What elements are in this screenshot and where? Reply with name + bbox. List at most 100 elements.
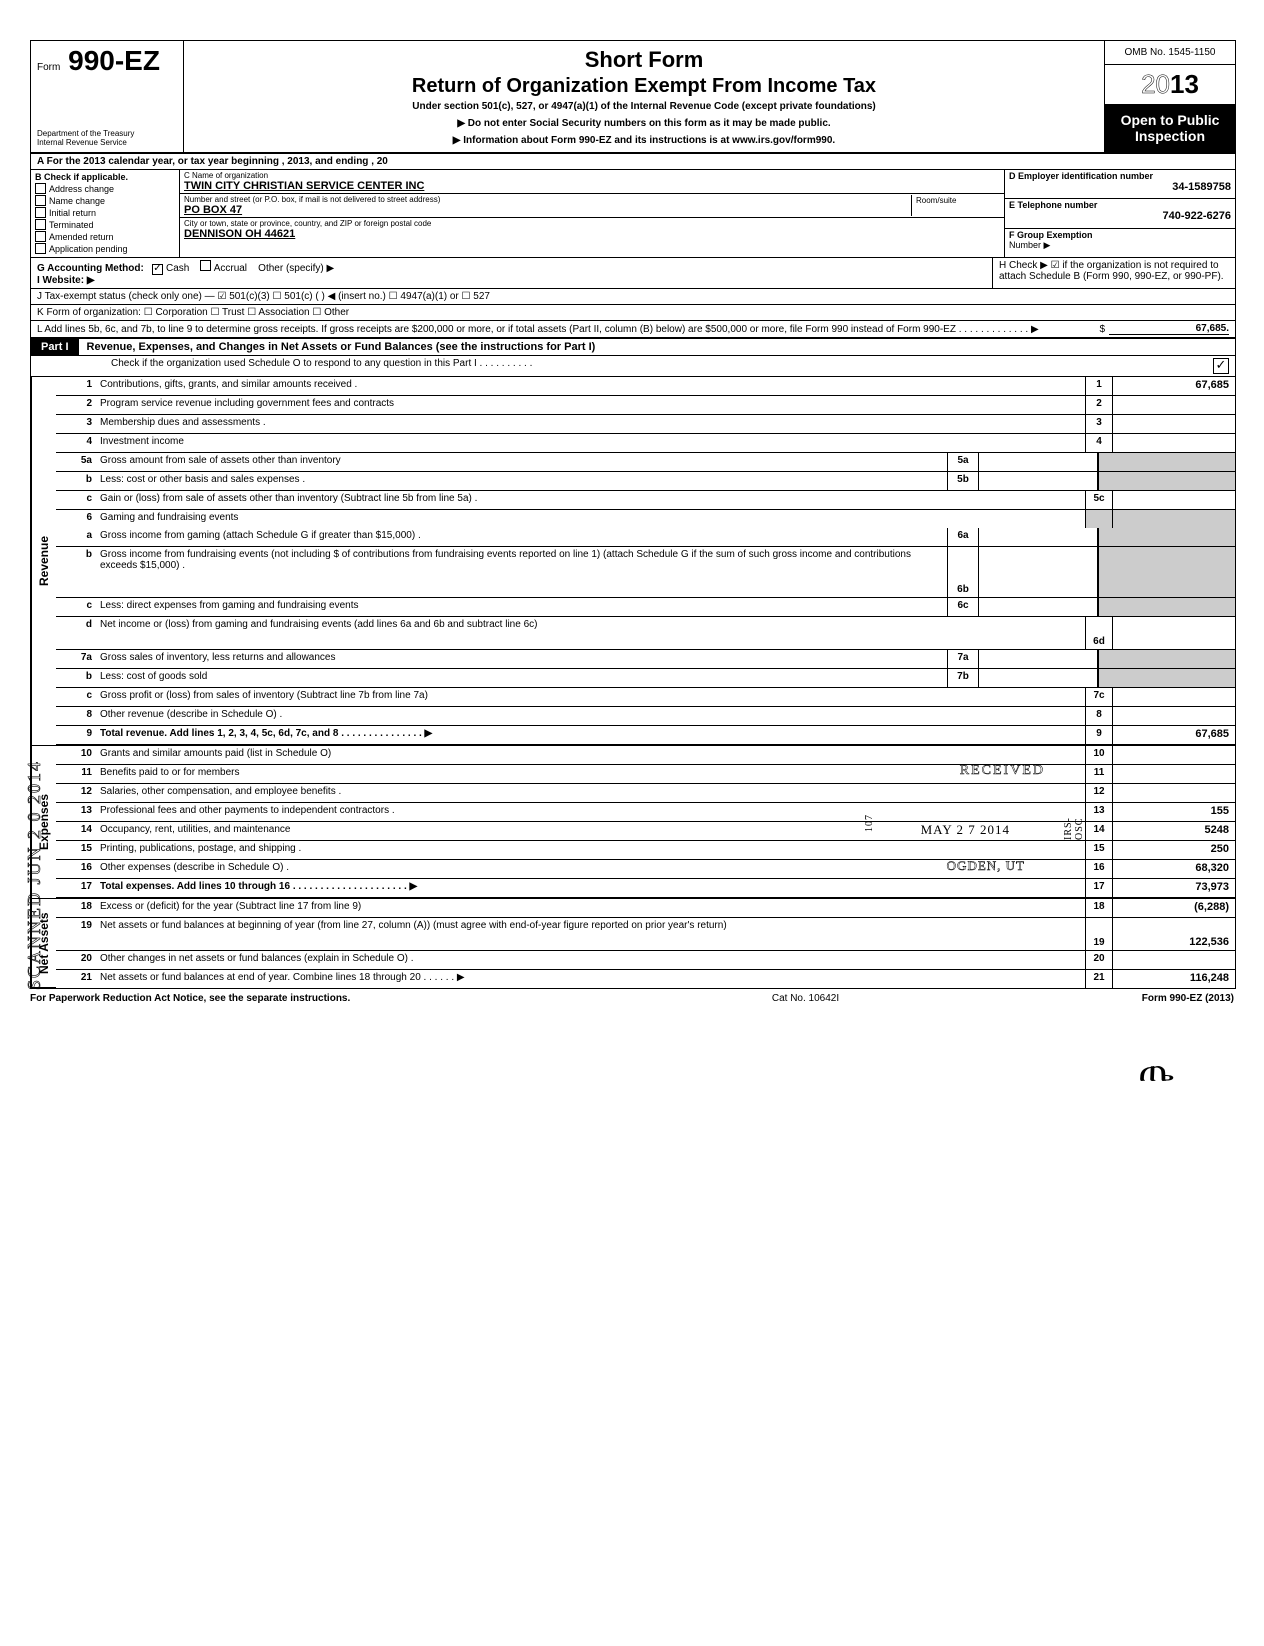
row-g-i-h: G Accounting Method: Cash Accrual Other … [31, 258, 1235, 289]
subtitle: Under section 501(c), 527, or 4947(a)(1)… [192, 101, 1096, 112]
form-header: Form 990-EZ Department of the Treasury I… [31, 41, 1235, 154]
header-left: Form 990-EZ Department of the Treasury I… [31, 41, 184, 152]
stamp-date: MAY 2 7 2014 [921, 822, 1010, 838]
line-20: Other changes in net assets or fund bala… [96, 951, 1085, 969]
line-4: Investment income [96, 434, 1085, 452]
instruct-info: ▶ Information about Form 990-EZ and its … [192, 135, 1096, 146]
col-def: D Employer identification number 34-1589… [1004, 170, 1235, 257]
part1-label: Part I [31, 339, 79, 355]
stamp-irs: IRS-OSC [1063, 814, 1085, 840]
dept-text: Department of the Treasury Internal Reve… [37, 130, 177, 148]
part1-sub-checkbox[interactable] [1213, 358, 1229, 374]
cb-accrual[interactable] [200, 260, 211, 271]
part1-schedule-o-check: Check if the organization used Schedule … [31, 356, 1235, 377]
line-14: Occupancy, rent, utilities, and maintena… [96, 822, 1085, 840]
line-1: Contributions, gifts, grants, and simila… [96, 377, 1085, 395]
c-street-value: PO BOX 47 [184, 204, 911, 216]
row-h: H Check ▶ ☑ if the organization is not r… [992, 258, 1235, 288]
line-3: Membership dues and assessments . [96, 415, 1085, 433]
form-number-value: 990-EZ [68, 45, 160, 76]
instruct-ssn: ▶ Do not enter Social Security numbers o… [192, 118, 1096, 129]
revenue-label: Revenue [31, 377, 56, 746]
line-18: Excess or (deficit) for the year (Subtra… [96, 899, 1085, 917]
f-group-exemption: F Group Exemption Number ▶ [1005, 229, 1235, 257]
header-right: OMB No. 1545-1150 2013 Open to Public In… [1104, 41, 1235, 152]
net-assets-label: Net Assets [31, 899, 56, 988]
line-11: Benefits paid to or for membersRECEIVED [96, 765, 1085, 783]
e-label: E Telephone number [1009, 200, 1231, 210]
c-city-value: DENNISON OH 44621 [184, 228, 1000, 240]
line-19: Net assets or fund balances at beginning… [96, 918, 1085, 950]
e-value: 740-922-6276 [1009, 210, 1231, 222]
cb-address-change[interactable]: Address change [35, 183, 175, 194]
line-2: Program service revenue including govern… [96, 396, 1085, 414]
line-8: Other revenue (describe in Schedule O) . [96, 707, 1085, 725]
expenses-label: Expenses [31, 746, 56, 899]
row-i: I Website: ▶ [37, 275, 986, 286]
row-g: G Accounting Method: Cash Accrual Other … [37, 260, 986, 275]
line-6d: Net income or (loss) from gaming and fun… [96, 617, 1085, 649]
footer-right: Form 990-EZ (2013) [1064, 993, 1234, 1004]
year-suffix: 13 [1170, 69, 1199, 99]
d-ein: D Employer identification number 34-1589… [1005, 170, 1235, 199]
year-prefix: 20 [1141, 69, 1170, 99]
line-7a: Gross sales of inventory, less returns a… [96, 650, 947, 668]
form-footer: For Paperwork Reduction Act Notice, see … [30, 989, 1234, 1008]
short-form-title: Short Form [192, 47, 1096, 73]
line-6c: Less: direct expenses from gaming and fu… [96, 598, 947, 616]
section-bcdef: B Check if applicable. Address change Na… [31, 170, 1235, 258]
e-phone: E Telephone number 740-922-6276 [1005, 199, 1235, 228]
c-name-label: C Name of organization [184, 171, 1000, 180]
form-number: Form 990-EZ [37, 45, 177, 77]
dept-line2: Internal Revenue Service [37, 139, 177, 148]
tax-year: 2013 [1105, 65, 1235, 105]
row-gi-left: G Accounting Method: Cash Accrual Other … [31, 258, 992, 288]
net-assets-section: Net Assets 18Excess or (deficit) for the… [31, 899, 1235, 988]
cb-application-pending[interactable]: Application pending [35, 243, 175, 254]
part1-title: Revenue, Expenses, and Changes in Net As… [79, 339, 1235, 355]
cb-terminated[interactable]: Terminated [35, 219, 175, 230]
line-13: Professional fees and other payments to … [96, 803, 1085, 821]
c-name-value: TWIN CITY CHRISTIAN SERVICE CENTER INC [184, 180, 1000, 192]
row-j-tax-exempt: J Tax-exempt status (check only one) — ☑… [31, 289, 1235, 305]
expenses-section: Expenses 10Grants and similar amounts pa… [31, 746, 1235, 899]
part1-sub-text: Check if the organization used Schedule … [111, 358, 1213, 374]
f-label: F Group Exemption [1009, 230, 1231, 240]
line-15: Printing, publications, postage, and shi… [96, 841, 1085, 859]
c-street-label: Number and street (or P.O. box, if mail … [184, 195, 911, 204]
omb-number: OMB No. 1545-1150 [1105, 41, 1235, 65]
row-k-org-form: K Form of organization: ☐ Corporation ☐ … [31, 305, 1235, 321]
line-5b: Less: cost or other basis and sales expe… [96, 472, 947, 490]
row-l-amount: 67,685. [1109, 323, 1229, 335]
row-a-text: A For the 2013 calendar year, or tax yea… [37, 156, 388, 167]
return-title: Return of Organization Exempt From Incom… [192, 75, 1096, 98]
room-suite-label: Room/suite [911, 195, 1000, 216]
line-17: Total expenses. Add lines 10 through 16 … [96, 879, 1085, 897]
line-6b: Gross income from fundraising events (no… [96, 547, 947, 597]
header-center: Short Form Return of Organization Exempt… [184, 41, 1104, 152]
line-9: Total revenue. Add lines 1, 2, 3, 4, 5c,… [96, 726, 1085, 744]
row-l-text: L Add lines 5b, 6c, and 7b, to line 9 to… [37, 324, 1095, 335]
line-10: Grants and similar amounts paid (list in… [96, 746, 1085, 764]
stamp-ogden: OGDEN, UT [947, 858, 1025, 874]
line-6: Gaming and fundraising events [96, 510, 1085, 528]
d-value: 34-1589758 [1009, 181, 1231, 193]
row-a-calendar-year: A For the 2013 calendar year, or tax yea… [31, 154, 1235, 170]
part1-header: Part I Revenue, Expenses, and Changes in… [31, 339, 1235, 356]
handwritten-signature: ጤ [30, 1048, 1234, 1091]
line-7c: Gross profit or (loss) from sales of inv… [96, 688, 1085, 706]
line-16: Other expenses (describe in Schedule O) … [96, 860, 1085, 878]
col-c-org-info: C Name of organization TWIN CITY CHRISTI… [180, 170, 1004, 257]
d-label: D Employer identification number [1009, 171, 1231, 181]
cb-name-change[interactable]: Name change [35, 195, 175, 206]
open-to-public: Open to Public Inspection [1105, 105, 1235, 152]
cb-amended-return[interactable]: Amended return [35, 231, 175, 242]
line-12: Salaries, other compensation, and employ… [96, 784, 1085, 802]
stamp-107: 107 [864, 814, 875, 832]
cb-initial-return[interactable]: Initial return [35, 207, 175, 218]
row-l-gross-receipts: L Add lines 5b, 6c, and 7b, to line 9 to… [31, 321, 1235, 339]
revenue-section: Revenue 1Contributions, gifts, grants, a… [31, 377, 1235, 746]
line-21: Net assets or fund balances at end of ye… [96, 970, 1085, 988]
cb-cash[interactable] [152, 264, 163, 275]
stamp-received: RECEIVED [960, 763, 1045, 779]
